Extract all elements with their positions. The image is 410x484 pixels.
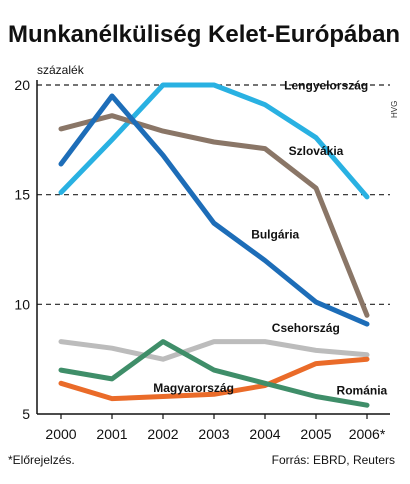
series-label-lengyelország: Lengyelország <box>284 78 368 92</box>
source-note: Forrás: EBRD, Reuters <box>272 453 395 467</box>
x-tick-2005: 2005 <box>300 426 331 442</box>
series-line-szlovákia <box>58 113 370 318</box>
y-axis-label: százalék <box>37 63 85 77</box>
y-tick-15: 15 <box>14 187 30 203</box>
series-line-románia <box>58 339 370 408</box>
series-label-magyarország: Magyarország <box>153 381 234 395</box>
x-tick-2001: 2001 <box>96 426 127 442</box>
credit-label: HVG <box>390 101 399 118</box>
gridlines <box>37 84 390 305</box>
series-line-csehország <box>58 339 370 362</box>
y-tick-20: 20 <box>14 77 30 93</box>
y-tick-labels: 5 10 15 20 <box>14 77 30 422</box>
x-tick-labels: 2000 2001 2002 2003 2004 2005 2006* <box>45 414 386 442</box>
x-tick-2006f: 2006* <box>349 426 386 442</box>
series-line-magyarország <box>58 356 370 402</box>
series-line-bulgária <box>58 93 370 327</box>
series-label-bulgária: Bulgária <box>251 228 299 242</box>
x-tick-2003: 2003 <box>198 426 229 442</box>
series-labels: Lengyelország Szlovákia Bulgária Csehország… <box>153 78 387 397</box>
series-label-románia: Románia <box>337 383 388 397</box>
x-tick-2002: 2002 <box>147 426 178 442</box>
series-lines <box>58 82 370 408</box>
x-tick-2000: 2000 <box>45 426 76 442</box>
chart-title: Munkanélküliség Kelet-Európában <box>8 21 400 48</box>
series-label-szlovákia: Szlovákia <box>289 144 344 158</box>
footnote: *Előrejelzés. <box>8 453 75 467</box>
series-line-lengyelország <box>58 82 370 200</box>
series-label-csehország: Csehország <box>272 321 340 335</box>
y-tick-10: 10 <box>14 296 30 312</box>
x-tick-2004: 2004 <box>249 426 280 442</box>
y-tick-5: 5 <box>22 406 30 422</box>
